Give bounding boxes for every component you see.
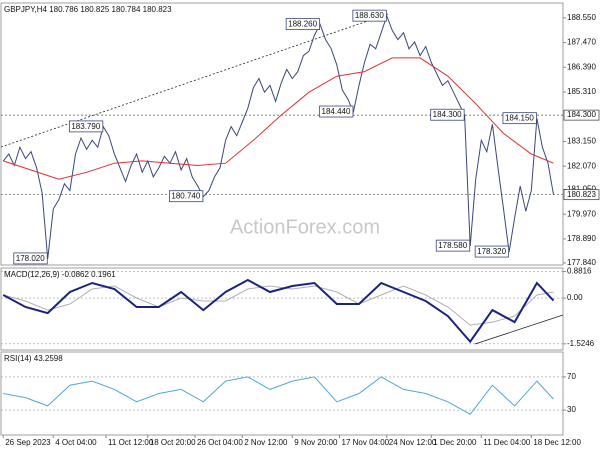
y-tick-label: 178.890 [567,234,596,243]
trend-line [0,13,389,148]
annotation-label: 184.150 [505,114,534,123]
panel-frame [0,351,564,436]
annotation-label: 180.740 [171,192,200,201]
y-tick-label: 181.050 [567,185,596,194]
annotation-box [435,239,471,252]
level-label: 180.823 [567,190,596,199]
annotation-box [68,120,104,133]
x-tick-label: 1 Dec 20:00 [433,438,477,447]
y-tick-label: 70 [567,372,576,381]
x-tick-label: 9 Nov 20:00 [294,438,338,447]
level-box [563,189,600,201]
panel-title: MACD(12,26,9) -0.0862 0.1961 [4,270,116,279]
y-tick-label: 179.970 [567,209,596,218]
x-tick-label: 24 Nov 12:00 [389,438,437,447]
level-box [563,109,600,121]
y-tick-label: 0.00 [567,293,583,302]
x-tick-label: 26 Oct 04:00 [197,438,243,447]
annotation-label: 184.300 [433,110,462,119]
annotation-box [502,112,537,125]
panel-frame [0,2,564,266]
x-tick-label: 11 Dec 04:00 [483,438,531,447]
annotation-box [169,190,204,203]
y-tick-label: 183.150 [567,137,596,146]
y-tick-label: 30 [567,405,576,414]
x-tick-label: 17 Nov 04:00 [342,438,390,447]
annotation-box [13,252,48,265]
panel-frame [0,267,564,351]
macd-trend-line [474,314,564,345]
y-tick-label: 182.070 [567,161,596,170]
x-tick-label: 4 Oct 04:00 [55,438,97,447]
panel-title: RSI(14) 43.2598 [4,354,63,363]
annotation-label: 178.320 [477,247,506,256]
watermark: ActionForex.com [230,216,380,238]
series-line [3,376,554,415]
annotation-label: 184.440 [322,107,351,116]
panel-title: GBPJPY,H4 180.786 180.825 180.784 180.82… [4,5,172,14]
y-tick-label: 177.840 [567,258,596,267]
x-tick-label: 26 Sep 2023 [5,438,51,447]
y-tick-label: 187.470 [567,38,596,47]
x-tick-label: 18 Dec 12:00 [533,438,581,447]
y-tick-label: 0.8816 [567,267,592,276]
annotation-box [285,18,321,31]
annotation-label: 188.260 [288,20,317,29]
annotation-box [319,105,354,118]
x-tick-label: 2 Nov 12:00 [244,438,288,447]
x-tick-label: 11 Oct 12:00 [108,438,154,447]
annotation-box [474,245,510,258]
level-label: 184.300 [567,110,596,119]
annotation-label: 178.580 [438,241,467,250]
annotation-box [352,9,387,22]
series-line [2,278,555,344]
annotation-label: 188.630 [355,11,384,20]
series-line [3,285,554,326]
y-tick-label: 185.310 [567,87,596,96]
x-tick-label: 18 Oct 20:00 [150,438,196,447]
series-line [3,57,554,180]
annotation-label: 178.020 [16,254,45,263]
y-tick-label: -1.5246 [567,339,595,348]
y-tick-label: 188.550 [567,13,596,22]
annotation-label: 183.790 [71,122,100,131]
annotation-box [430,108,465,121]
y-tick-label: 186.390 [567,62,596,71]
